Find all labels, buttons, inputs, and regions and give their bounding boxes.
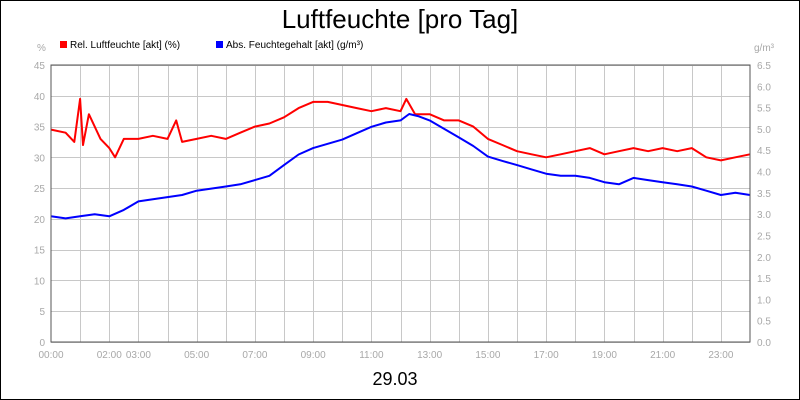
y-right-tick-label: 6.5: [757, 61, 771, 72]
y-left-unit-label: %: [37, 43, 46, 54]
x-tick-label: 00:00: [38, 350, 63, 361]
x-tick-label: 09:00: [301, 350, 326, 361]
x-tick-label: 17:00: [534, 350, 559, 361]
legend-label-rel: Rel. Luftfeuchte [akt] (%): [70, 40, 180, 51]
y-left-tick-label: 0: [39, 338, 45, 349]
x-tick-label: 15:00: [475, 350, 500, 361]
plot-area: [50, 64, 751, 343]
y-right-tick-label: 4.5: [757, 146, 771, 157]
y-right-tick-label: 4.0: [757, 168, 771, 179]
y-right-tick-label: 1.5: [757, 274, 771, 285]
series-layer: [50, 97, 751, 220]
y-left-tick-label: 5: [39, 307, 45, 318]
y-right-tick-label: 0.0: [757, 338, 771, 349]
chart-title: Luftfeuchte [pro Tag]: [282, 4, 519, 34]
x-tick-label: 19:00: [592, 350, 617, 361]
date-label: 29.03: [372, 369, 417, 389]
x-axis: 00:00 02:00 03:00 05:00 07:00 09:00 11:00 13:00…: [38, 350, 733, 361]
y-left-tick-label: 40: [34, 92, 46, 103]
y-right-axis: 0.0 0.5 1.0 1.5 2.0 2.5 3.0 3.5 4.0 4.5 5.0 5.5 6.0 6…: [757, 61, 771, 349]
y-left-tick-label: 20: [34, 215, 46, 226]
y-right-tick-label: 6.0: [757, 82, 771, 93]
y-right-tick-label: 3.5: [757, 189, 771, 200]
y-right-unit-label: g/m³: [754, 43, 775, 54]
y-left-tick-label: 30: [34, 153, 46, 164]
x-tick-label: 21:00: [650, 350, 675, 361]
y-right-tick-label: 3.0: [757, 210, 771, 221]
legend: Rel. Luftfeuchte [akt] (%) Abs. Feuchteg…: [60, 40, 363, 51]
y-right-tick-label: 1.0: [757, 295, 771, 306]
legend-swatch-abs: [216, 41, 223, 48]
grid: [51, 65, 750, 343]
y-right-tick-label: 0.5: [757, 317, 771, 328]
legend-label-abs: Abs. Feuchtegehalt [akt] (g/m³): [226, 40, 363, 51]
y-left-tick-label: 25: [34, 184, 46, 195]
x-tick-label: 03:00: [126, 350, 151, 361]
y-left-tick-label: 45: [34, 61, 46, 72]
x-tick-label: 13:00: [417, 350, 442, 361]
series-line-rel-humidity: [50, 97, 751, 162]
y-left-tick-label: 35: [34, 123, 46, 134]
x-tick-label: 02:00: [97, 350, 122, 361]
y-right-tick-label: 5.0: [757, 125, 771, 136]
y-right-tick-label: 2.5: [757, 231, 771, 242]
x-tick-label: 07:00: [242, 350, 267, 361]
x-tick-label: 11:00: [359, 350, 384, 361]
legend-swatch-rel: [60, 41, 67, 48]
series-line-abs-humidity: [50, 113, 751, 220]
x-tick-label: 05:00: [184, 350, 209, 361]
y-left-axis: 0 5 10 15 20 25 30 35 40 45: [34, 61, 46, 349]
x-tick-label: 23:00: [708, 350, 733, 361]
y-right-tick-label: 5.5: [757, 104, 771, 115]
y-left-tick-label: 10: [34, 276, 46, 287]
y-right-tick-label: 2.0: [757, 253, 771, 264]
y-left-tick-label: 15: [34, 246, 46, 257]
